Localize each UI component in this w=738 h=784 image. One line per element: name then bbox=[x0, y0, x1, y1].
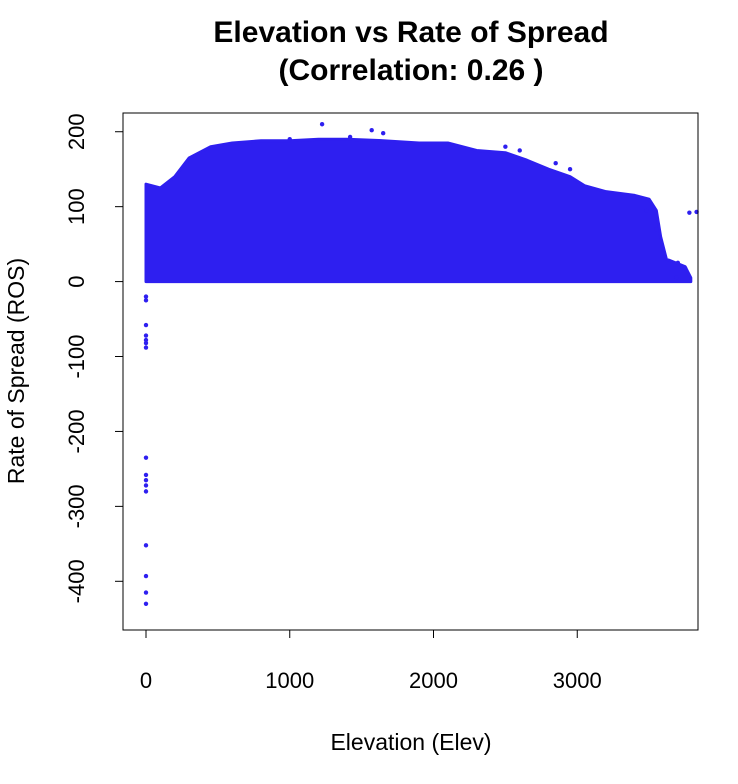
data-point bbox=[553, 161, 558, 166]
data-point bbox=[143, 573, 149, 579]
data-point bbox=[143, 322, 149, 328]
y-tick-label: -400 bbox=[64, 559, 89, 603]
data-point bbox=[319, 122, 325, 127]
data-point bbox=[682, 265, 688, 271]
data-point bbox=[143, 601, 149, 606]
data-point bbox=[143, 455, 149, 460]
y-axis-title: Rate of Spread (ROS) bbox=[3, 258, 29, 484]
x-axis: 0 1000 2000 3000 bbox=[140, 629, 602, 693]
data-point bbox=[287, 137, 292, 142]
data-point bbox=[143, 590, 149, 595]
y-tick-label: -200 bbox=[64, 409, 89, 453]
data-point bbox=[347, 134, 353, 140]
data-point bbox=[687, 210, 692, 215]
data-point bbox=[635, 195, 640, 200]
x-axis-title: Elevation (Elev) bbox=[330, 729, 491, 755]
chart-title: Elevation vs Rate of Spread bbox=[213, 16, 608, 49]
data-point bbox=[143, 298, 149, 303]
data-point bbox=[143, 543, 149, 548]
data-point bbox=[143, 340, 149, 346]
data-point bbox=[143, 477, 149, 483]
y-tick-label: -300 bbox=[64, 484, 89, 528]
x-tick-label: 1000 bbox=[265, 668, 314, 693]
data-point bbox=[644, 208, 649, 213]
y-tick-label: -100 bbox=[64, 334, 89, 378]
data-point bbox=[517, 148, 522, 153]
y-axis: 200 100 0 -100 -200 -300 -400 bbox=[64, 113, 124, 603]
y-tick-label: 200 bbox=[64, 113, 89, 150]
data-point bbox=[143, 472, 149, 478]
data-point bbox=[143, 333, 149, 338]
data-point bbox=[503, 144, 508, 149]
y-tick-label: 0 bbox=[64, 275, 89, 287]
data-point bbox=[675, 260, 681, 266]
data-point bbox=[567, 166, 573, 172]
x-tick-label: 3000 bbox=[553, 668, 602, 693]
data-points bbox=[143, 122, 699, 606]
x-tick-label: 0 bbox=[140, 668, 152, 693]
chart-subtitle: (Correlation: 0.26 ) bbox=[278, 54, 543, 87]
data-point bbox=[369, 128, 374, 133]
data-point bbox=[143, 345, 149, 350]
data-point bbox=[380, 131, 386, 136]
data-point bbox=[674, 275, 679, 281]
data-point bbox=[654, 226, 659, 232]
data-point bbox=[143, 483, 149, 488]
y-tick-label: 100 bbox=[64, 188, 89, 225]
dense-point-cloud bbox=[144, 137, 693, 284]
data-point bbox=[143, 489, 149, 494]
x-tick-label: 2000 bbox=[409, 668, 458, 693]
data-point bbox=[143, 294, 149, 299]
